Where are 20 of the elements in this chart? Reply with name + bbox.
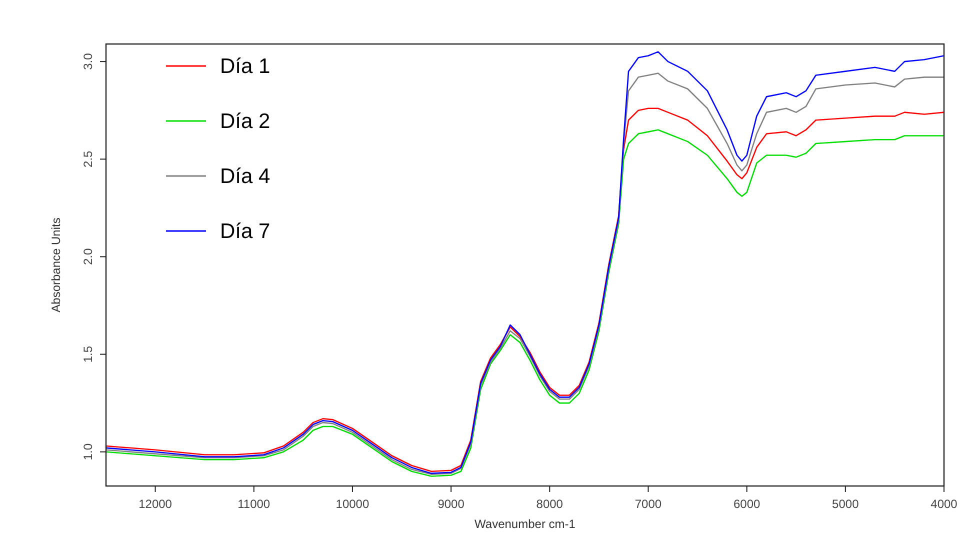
x-tick-label: 7000 xyxy=(634,497,662,511)
x-tick-label: 12000 xyxy=(138,497,172,511)
y-tick-label: 1.0 xyxy=(81,443,95,460)
legend-label: Día 4 xyxy=(220,165,271,188)
y-tick-label: 1.5 xyxy=(81,346,95,363)
y-axis-title: Absorbance Units xyxy=(49,218,63,312)
x-tick-label: 6000 xyxy=(733,497,760,511)
legend-label: Día 7 xyxy=(220,220,270,243)
y-tick-label: 2.0 xyxy=(81,248,95,266)
x-axis-title: Wavenumber cm-1 xyxy=(474,517,576,531)
x-tick-label: 8000 xyxy=(536,497,564,511)
x-tick-label: 4000 xyxy=(930,497,958,511)
y-tick-label: 3.0 xyxy=(81,52,95,70)
x-tick-label: 11000 xyxy=(238,497,270,511)
legend-label: Día 1 xyxy=(220,55,270,78)
x-tick-label: 5000 xyxy=(832,497,860,511)
legend-label: Día 2 xyxy=(220,110,270,133)
y-tick-label: 2.5 xyxy=(81,150,95,168)
x-tick-label: 10000 xyxy=(336,497,370,511)
x-tick-label: 9000 xyxy=(438,497,465,511)
